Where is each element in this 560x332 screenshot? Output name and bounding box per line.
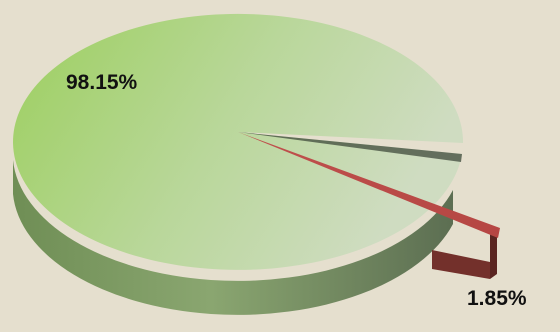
slice-wall-1 <box>432 250 490 279</box>
data-label-1: 1.85% <box>467 287 527 310</box>
data-label-0: 98.15% <box>66 71 138 94</box>
slice-top-1 <box>238 132 500 238</box>
slice-side-1 <box>490 230 497 279</box>
slice-dark-edge-1 <box>238 132 462 162</box>
slice-top-0 <box>13 13 464 270</box>
slice-side-0 <box>13 160 453 315</box>
